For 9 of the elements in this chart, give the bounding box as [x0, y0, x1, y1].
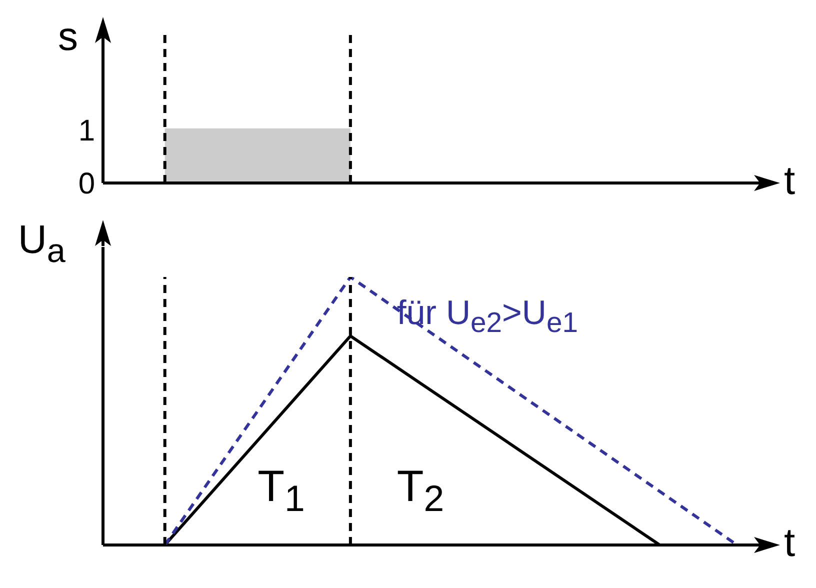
y-axis-title: U$_{a}$ [18, 218, 66, 270]
annotation: T$_{1}$ [258, 462, 305, 518]
series-label: für U$_{e2}$>U$_{e1}$ [396, 294, 578, 339]
x-axis-title: t [784, 159, 796, 203]
y-tick-label: 1 [78, 114, 95, 148]
x-axis-title: t [784, 521, 796, 565]
annotation: T$_{2}$ [396, 462, 444, 518]
y-tick-label: 0 [78, 168, 95, 201]
y-axis-title: s [58, 15, 78, 59]
